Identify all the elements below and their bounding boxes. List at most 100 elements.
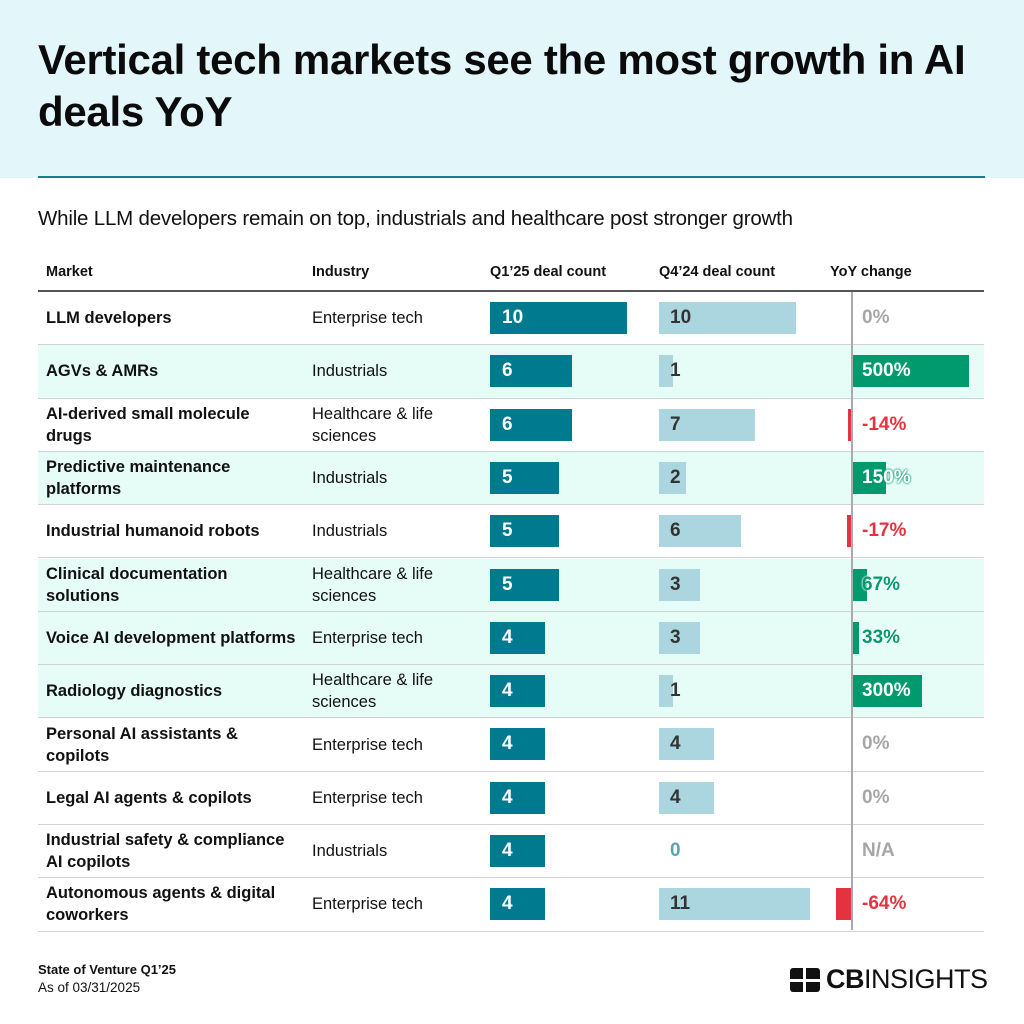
q4-bar <box>659 568 701 601</box>
industry-name: Enterprise tech <box>312 788 423 807</box>
q4-value: 6 <box>670 520 681 542</box>
industry-name: Enterprise tech <box>312 628 423 647</box>
market-name: Legal AI agents & copilots <box>46 788 252 807</box>
q4-value: 11 <box>670 893 691 915</box>
q4-bar <box>659 728 714 761</box>
q1-bar <box>490 461 559 494</box>
q1-value: 4 <box>502 680 513 702</box>
yoy-bar <box>835 888 851 921</box>
q1-value: 5 <box>502 573 513 595</box>
q4-bar <box>659 621 701 654</box>
q4-value: 1 <box>670 360 681 382</box>
column-header-q1: Q1’25 deal count <box>490 264 607 280</box>
q4-value: 4 <box>670 786 681 808</box>
table-row: AI-derived small molecule drugs Healthca… <box>38 399 984 452</box>
industry-name: Industrials <box>312 842 388 861</box>
q1-bar <box>490 728 545 761</box>
table-row: Predictive maintenance platforms Industr… <box>38 451 984 506</box>
q1-value: 6 <box>502 413 513 435</box>
yoy-bar <box>846 515 851 548</box>
q4-bar <box>659 781 714 814</box>
q4-value: 7 <box>670 413 681 435</box>
industry-name: Industrials <box>312 522 388 541</box>
q4-bar <box>659 355 673 388</box>
header-band <box>0 0 1024 178</box>
q1-bar <box>490 835 545 867</box>
industry-name: Industrials <box>312 362 388 381</box>
column-header-industry: Industry <box>312 264 370 280</box>
q1-value: 5 <box>502 520 513 542</box>
market-name: Predictive maintenance platforms <box>46 458 231 499</box>
q1-bar <box>490 675 545 708</box>
q4-value: 2 <box>670 466 681 488</box>
industry-name: Healthcare & life sciences <box>312 404 434 445</box>
q4-value: 0 <box>670 840 681 861</box>
yoy-value: 0% <box>862 307 890 328</box>
table-row: AGVs & AMRs Industrials 6 1 500% <box>38 345 984 399</box>
chart-subtitle: While LLM developers remain on top, indu… <box>38 207 793 230</box>
yoy-value: 0% <box>862 733 890 755</box>
q1-bar <box>490 621 545 654</box>
column-header-market: Market <box>46 264 93 280</box>
yoy-value: 300% <box>862 680 911 702</box>
q1-bar <box>490 568 559 601</box>
yoy-bar <box>851 355 969 388</box>
yoy-value: 0% <box>862 786 890 808</box>
table-row: Autonomous agents & digital coworkers En… <box>38 878 984 932</box>
q4-bar <box>659 408 755 441</box>
table-row: Industrial safety & compliance AI copilo… <box>38 825 984 879</box>
yoy-value: -17% <box>862 520 907 542</box>
market-name: Clinical documentation solutions <box>46 564 228 605</box>
market-name: Autonomous agents & digital coworkers <box>46 884 276 925</box>
market-name: AGVs & AMRs <box>46 362 159 381</box>
market-name: Radiology diagnostics <box>46 682 223 701</box>
table-row: Radiology diagnostics Healthcare & life … <box>38 665 984 719</box>
q1-value: 4 <box>502 626 513 648</box>
market-name: Voice AI development platforms <box>46 628 296 647</box>
q4-bar <box>659 461 687 494</box>
market-name: Personal AI assistants & copilots <box>46 724 238 765</box>
q4-bar <box>659 888 810 921</box>
industry-name: Enterprise tech <box>312 735 423 754</box>
yoy-bar <box>851 568 867 601</box>
yoy-zero-axis <box>851 292 853 930</box>
yoy-value: 500% <box>862 360 911 382</box>
yoy-value: 33% <box>862 626 901 648</box>
table-row: LLM developers Enterprise tech 10 10 0% <box>38 292 984 346</box>
header-rule <box>38 290 984 292</box>
column-header-q4: Q4’24 deal count <box>659 264 776 280</box>
table-row: Legal AI agents & copilots Enterprise te… <box>38 772 984 825</box>
industry-name: Enterprise tech <box>312 895 423 914</box>
industry-name: Enterprise tech <box>312 309 423 328</box>
yoy-value: -64% <box>862 893 907 915</box>
q4-value: 10 <box>670 307 692 328</box>
yoy-bar <box>851 675 922 708</box>
q1-bar <box>490 408 573 441</box>
header-divider <box>38 176 985 178</box>
chart-title: Vertical tech markets see the most growt… <box>38 36 966 135</box>
q1-bar <box>490 781 545 814</box>
industry-name: Healthcare & life sciences <box>312 564 434 605</box>
q4-bar <box>659 675 673 708</box>
yoy-value: 67% <box>862 573 901 595</box>
table-row: Clinical documentation solutions Healthc… <box>38 558 984 612</box>
market-name: AI-derived small molecule drugs <box>46 404 250 445</box>
q1-value: 10 <box>502 307 524 328</box>
industry-name: Industrials <box>312 469 388 488</box>
column-header-yoy: YoY change <box>830 264 912 280</box>
yoy-value: N/A <box>862 840 895 861</box>
market-name: Industrial humanoid robots <box>46 522 260 541</box>
yoy-bar <box>851 461 887 494</box>
q1-value: 6 <box>502 360 513 382</box>
yoy-value: 150% <box>862 466 911 488</box>
q1-value: 4 <box>502 893 513 915</box>
q4-value: 3 <box>670 626 681 648</box>
q4-bar <box>659 302 796 334</box>
table-row: Personal AI assistants & copilots Enterp… <box>38 718 984 772</box>
q4-bar <box>659 515 742 548</box>
q1-value: 4 <box>502 840 513 861</box>
q1-bar <box>490 888 545 921</box>
table-row: Industrial humanoid robots Industrials 5… <box>38 505 984 559</box>
market-name: LLM developers <box>46 309 172 328</box>
q1-value: 5 <box>502 466 513 488</box>
